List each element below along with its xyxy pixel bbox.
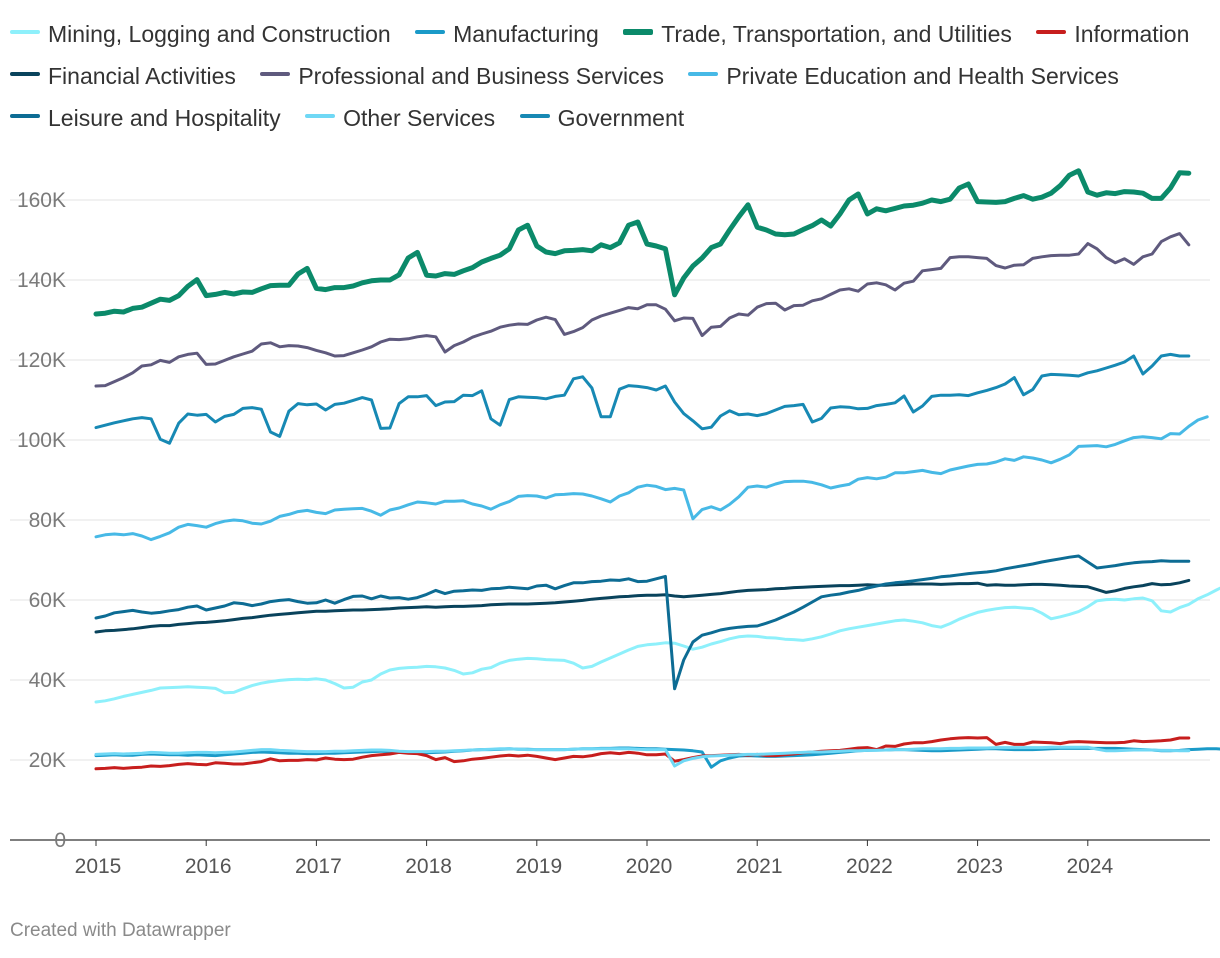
legend-label: Government xyxy=(557,104,685,131)
y-tick-label: 40K xyxy=(29,669,66,692)
legend-label: Private Education and Health Services xyxy=(726,62,1119,89)
y-tick-label: 20K xyxy=(29,749,66,772)
x-tick-label: 2019 xyxy=(515,855,562,878)
legend-item: Government xyxy=(519,96,685,138)
legend-label: Information xyxy=(1074,20,1190,47)
x-tick-label: 2024 xyxy=(1066,855,1113,878)
y-tick-label: 120K xyxy=(17,349,66,372)
series-line-mining-logging-and-construction xyxy=(94,586,1220,704)
series-line-government xyxy=(94,352,1191,445)
legend-swatch xyxy=(415,29,446,34)
legend-swatch xyxy=(1036,29,1067,34)
legend-swatch xyxy=(519,113,550,118)
legend-label: Other Services xyxy=(343,104,496,131)
y-tick-label: 100K xyxy=(17,429,66,452)
series-line-professional-and-business-services xyxy=(94,232,1191,388)
legend-item: Financial Activities xyxy=(10,54,236,96)
legend-swatch xyxy=(260,71,291,76)
legend-item: Mining, Logging and Construction xyxy=(10,12,391,54)
series-line-leisure-and-hospitality xyxy=(94,554,1191,691)
legend-item: Manufacturing xyxy=(415,12,599,54)
series-line-financial-activities xyxy=(94,578,1191,634)
gridlines xyxy=(10,199,1210,841)
legend-label: Leisure and Hospitality xyxy=(48,104,281,131)
y-tick-label: 160K xyxy=(17,189,66,212)
legend-swatch xyxy=(10,71,40,76)
x-tick-label: 2015 xyxy=(75,855,122,878)
series-line-other-services xyxy=(94,745,1191,768)
legend-swatch xyxy=(10,29,40,34)
x-tick-label: 2017 xyxy=(295,855,342,878)
series-lines xyxy=(93,168,1220,771)
legend-swatch xyxy=(623,28,654,35)
series-line-trade-transportation-and-utilities xyxy=(93,168,1192,317)
legend-swatch xyxy=(688,71,719,76)
legend-swatch xyxy=(305,113,336,118)
x-tick-label: 2020 xyxy=(626,855,673,878)
y-tick-label: 140K xyxy=(17,269,66,292)
legend-item: Private Education and Health Services xyxy=(688,54,1119,96)
legend-item: Professional and Business Services xyxy=(260,54,664,96)
legend-label: Manufacturing xyxy=(453,20,599,47)
x-tick-label: 2023 xyxy=(956,855,1003,878)
x-tick-label: 2016 xyxy=(185,855,232,878)
legend: Mining, Logging and Construction Manufac… xyxy=(10,12,1210,138)
credit-text: Created with Datawrapper xyxy=(10,920,231,941)
series-line-information xyxy=(94,736,1191,771)
series-line-private-education-and-health-services xyxy=(94,415,1209,542)
y-tick-label: 80K xyxy=(29,509,66,532)
legend-item: Trade, Transportation, and Utilities xyxy=(623,12,1012,54)
legend-item: Leisure and Hospitality xyxy=(10,96,281,138)
x-axis: 2015 2016 2017 2018 2019 2020 2021 2022 2023 2024 xyxy=(75,840,1113,878)
x-tick-label: 2022 xyxy=(846,855,893,878)
y-tick-label: 0 xyxy=(54,829,66,852)
x-tick-label: 2018 xyxy=(405,855,452,878)
legend-item: Information xyxy=(1036,12,1189,54)
y-tick-label: 60K xyxy=(29,589,66,612)
legend-label: Mining, Logging and Construction xyxy=(48,20,391,47)
x-tick-label: 2021 xyxy=(736,855,783,878)
legend-label: Financial Activities xyxy=(48,62,236,89)
legend-swatch xyxy=(10,113,40,118)
legend-label: Trade, Transportation, and Utilities xyxy=(661,20,1012,47)
y-axis: 0 20K 40K 60K 80K 100K 120K 140K 160K xyxy=(17,189,66,852)
legend-item: Other Services xyxy=(305,96,495,138)
legend-label: Professional and Business Services xyxy=(298,62,664,89)
